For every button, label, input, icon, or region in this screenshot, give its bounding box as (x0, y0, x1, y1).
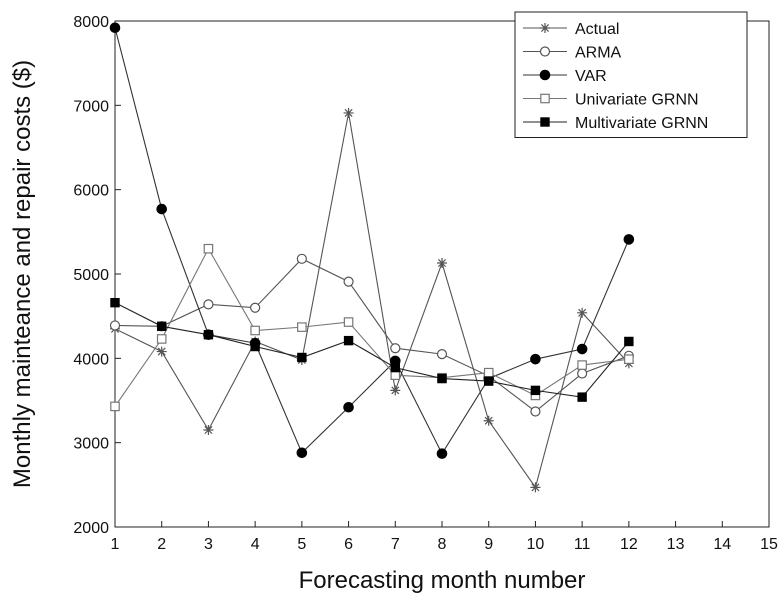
legend-label: Univariate GRNN (575, 92, 699, 109)
legend-label: Multivariate GRNN (575, 115, 708, 132)
legend-marker (540, 23, 550, 33)
legend-item: Actual (523, 21, 619, 38)
data-point (436, 448, 448, 459)
series-multivariate-grnn (110, 297, 634, 402)
data-point (530, 406, 541, 417)
data-point (156, 203, 168, 215)
legend-marker (540, 93, 550, 104)
y-tick-label: 8000 (73, 14, 109, 31)
data-point (109, 22, 121, 34)
data-point (436, 349, 448, 360)
y-tick-label: 2000 (73, 520, 109, 537)
legend-item: Univariate GRNN (523, 92, 699, 109)
y-tick-label: 3000 (73, 436, 109, 453)
data-point (296, 447, 308, 459)
legend-marker (539, 46, 551, 57)
data-point (624, 336, 634, 347)
data-point (250, 341, 260, 352)
data-point (624, 354, 634, 364)
data-point (203, 243, 214, 254)
data-point (157, 321, 167, 331)
legend-item: ARMA (523, 45, 622, 62)
data-point (577, 368, 588, 379)
legend: Actual ARMA VAR Univariate GRNN Multivariate… (514, 11, 748, 138)
series-line (114, 302, 630, 398)
series-layer (109, 22, 635, 493)
x-tick-label: 9 (484, 536, 493, 553)
x-tick-label: 1 (111, 536, 120, 553)
data-point (203, 330, 214, 340)
legend-item: VAR (523, 68, 607, 85)
x-tick-label: 2 (157, 536, 166, 553)
data-point (110, 297, 120, 308)
data-point (203, 425, 214, 436)
data-point (437, 258, 447, 269)
legend-label: Actual (575, 21, 619, 38)
data-point (343, 276, 354, 287)
data-point (156, 346, 167, 357)
data-point (483, 367, 494, 378)
legend-label: VAR (575, 68, 607, 85)
data-point (530, 482, 541, 493)
data-point (156, 334, 167, 344)
x-tick-label: 4 (251, 536, 260, 553)
legend-label: ARMA (575, 45, 622, 62)
data-point (484, 376, 494, 386)
x-tick-label: 10 (527, 536, 545, 553)
data-point (343, 107, 354, 118)
x-tick-label: 5 (297, 536, 306, 553)
data-point (577, 307, 588, 318)
data-point (576, 343, 588, 355)
data-point (530, 353, 541, 365)
series-line (114, 27, 630, 455)
data-point (110, 401, 120, 412)
y-tick-label: 5000 (73, 267, 109, 284)
y-axis-ticks: 2000 3000 4000 5000 6000 7000 8000 (73, 14, 121, 537)
data-point (390, 385, 401, 396)
y-axis-title: Monthly mainteance and repair costs ($) (9, 60, 36, 488)
x-tick-label: 13 (667, 536, 685, 553)
x-tick-label: 6 (344, 536, 353, 553)
series-univariate-grnn (110, 243, 634, 412)
series-arma (109, 253, 634, 417)
data-point (343, 335, 354, 346)
data-point (250, 302, 261, 313)
series-line (114, 112, 630, 489)
series-line (114, 247, 629, 407)
data-point (437, 373, 447, 384)
data-point (297, 352, 307, 363)
legend-marker (539, 69, 551, 81)
data-point (296, 253, 307, 264)
x-tick-label: 8 (438, 536, 447, 553)
x-axis-ticks: 1 2 3 4 5 6 7 8 9 10 11 12 13 14 15 (111, 521, 778, 553)
y-tick-label: 7000 (73, 98, 109, 115)
data-point (343, 401, 354, 413)
x-tick-label: 12 (620, 536, 638, 553)
data-point (530, 385, 541, 396)
y-tick-label: 4000 (73, 351, 109, 368)
data-point (577, 392, 587, 402)
x-tick-label: 7 (391, 536, 400, 553)
data-point (390, 343, 401, 354)
legend-item: Multivariate GRNN (523, 115, 708, 132)
data-point (623, 234, 635, 245)
data-point (109, 320, 121, 331)
x-tick-label: 11 (574, 536, 591, 553)
y-tick-label: 6000 (73, 183, 109, 200)
data-point (483, 415, 494, 426)
data-point (297, 322, 307, 332)
data-point (577, 360, 587, 370)
data-point (390, 362, 400, 373)
data-point (203, 299, 214, 310)
series-line (114, 258, 630, 413)
series-actual (110, 107, 634, 493)
x-tick-label: 15 (760, 536, 778, 553)
legend-marker (540, 117, 550, 127)
data-point (250, 325, 260, 336)
x-axis-title: Forecasting month number (299, 567, 586, 594)
x-tick-label: 14 (713, 536, 731, 553)
data-point (343, 317, 354, 327)
x-tick-label: 3 (204, 536, 213, 553)
